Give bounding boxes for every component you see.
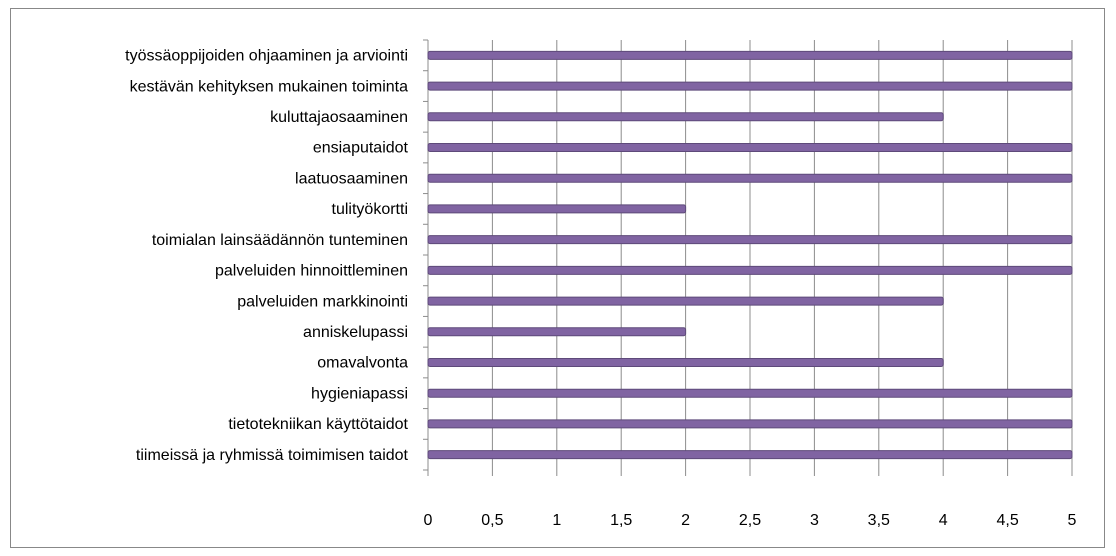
bar — [427, 173, 1073, 183]
bar — [427, 450, 1073, 460]
y-tick-label: tiimeissä ja ryhmissä toimimisen taidot — [136, 447, 409, 464]
y-tick-label: hygieniapassi — [311, 385, 408, 402]
y-tick-label: tietotekniikan käyttötaidot — [228, 416, 408, 433]
x-tick-label: 1 — [552, 512, 561, 529]
x-tick-label: 1,5 — [610, 512, 632, 529]
bar — [427, 388, 1073, 398]
x-tick-label: 2 — [681, 512, 690, 529]
bar — [427, 235, 1073, 245]
x-tick-label: 4 — [939, 512, 948, 529]
bar — [427, 112, 944, 122]
y-tick-label: omavalvonta — [317, 355, 408, 372]
x-tick-label: 2,5 — [739, 512, 761, 529]
bar — [427, 204, 687, 214]
x-tick-label: 4,5 — [996, 512, 1018, 529]
y-tick-label: palveluiden hinnoittleminen — [215, 263, 408, 280]
bar — [427, 296, 944, 306]
bar — [427, 419, 1073, 429]
y-tick-label: ensiaputaidot — [313, 140, 409, 157]
x-tick-label: 3 — [810, 512, 819, 529]
bar — [427, 327, 687, 337]
y-tick-label: kuluttajaosaaminen — [270, 109, 408, 126]
bar — [427, 265, 1073, 275]
x-tick-label: 5 — [1068, 512, 1077, 529]
bar — [427, 50, 1073, 60]
bar — [427, 358, 944, 367]
x-tick-label: 0 — [424, 512, 433, 529]
bar — [427, 81, 1073, 91]
y-tick-label: toimialan lainsäädännön tunteminen — [152, 232, 408, 249]
y-tick-label: työssäoppijoiden ohjaaminen ja arviointi — [125, 48, 408, 65]
x-tick-label: 3,5 — [868, 512, 890, 529]
x-tick-label: 0,5 — [481, 512, 503, 529]
y-tick-label: tulityökortti — [332, 201, 408, 218]
y-tick-label: laatuosaaminen — [295, 170, 408, 187]
y-tick-label: kestävän kehityksen mukainen toiminta — [130, 78, 408, 95]
bar — [427, 143, 1073, 152]
y-tick-label: anniskelupassi — [303, 324, 408, 341]
y-tick-label: palveluiden markkinointi — [237, 293, 408, 310]
